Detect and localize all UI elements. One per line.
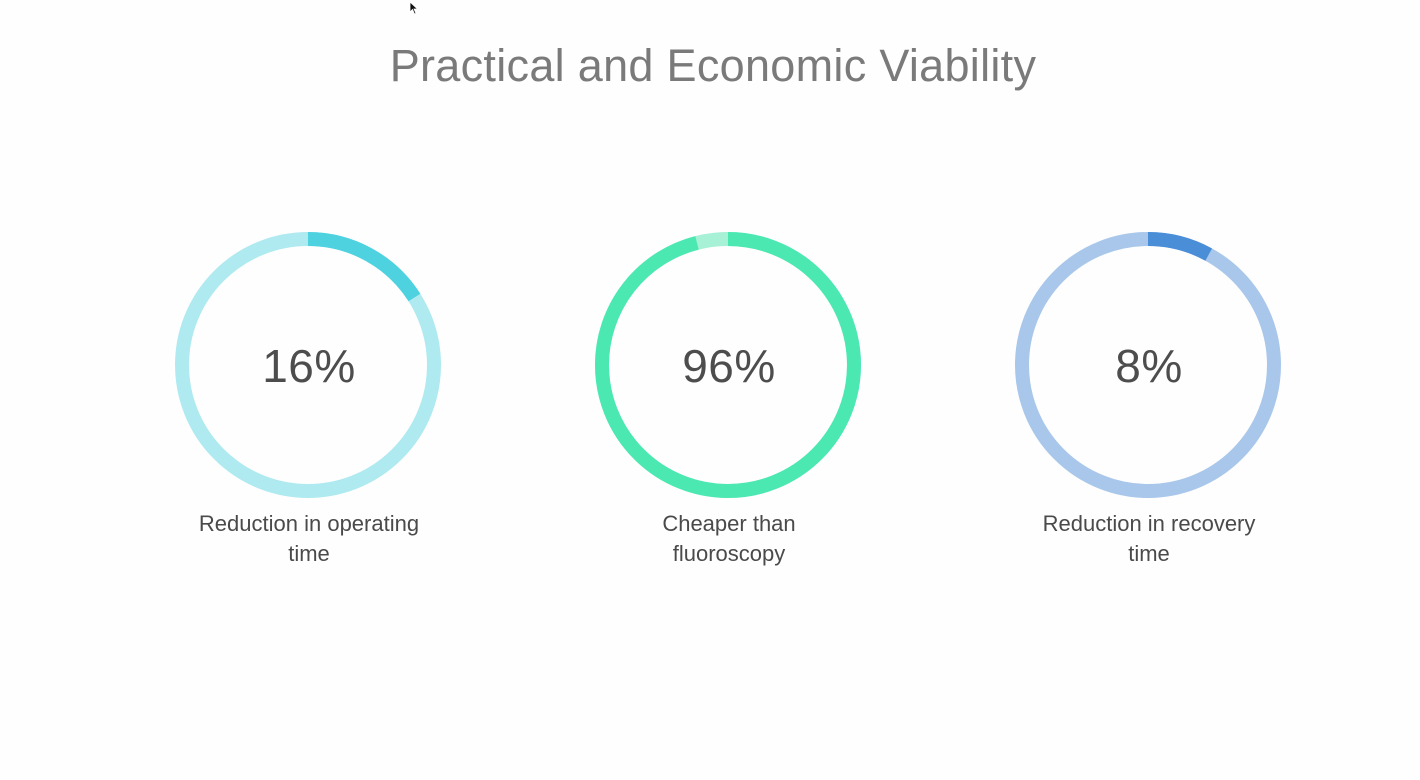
gauge-caption-line: time — [1128, 541, 1170, 566]
gauge-caption-line: Reduction in operating — [198, 511, 420, 536]
progress-ring — [1015, 232, 1281, 498]
gauge-caption-line: Reduction in recovery — [1042, 511, 1256, 536]
gauge-value: 96% — [682, 340, 776, 392]
gauge-caption-line: fluoroscopy — [672, 541, 786, 566]
mouse-pointer-icon — [409, 1, 419, 20]
gauge-caption-line: Cheaper than — [662, 511, 796, 536]
progress-ring-fill — [175, 232, 441, 498]
gauge-caption-line: time — [288, 541, 330, 566]
progress-ring-fill — [595, 232, 861, 498]
gauge-caption: Reduction in operating time — [154, 509, 464, 569]
progress-ring-fill — [1015, 232, 1281, 498]
gauge-caption: Cheaper than fluoroscopy — [574, 509, 884, 569]
gauge-caption: Reduction in recovery time — [994, 509, 1304, 569]
slide-title: Practical and Economic Viability — [389, 40, 1037, 91]
progress-ring — [595, 232, 861, 498]
progress-ring — [175, 232, 441, 498]
gauge-value: 16% — [262, 340, 356, 392]
gauge-value: 8% — [1115, 340, 1183, 392]
